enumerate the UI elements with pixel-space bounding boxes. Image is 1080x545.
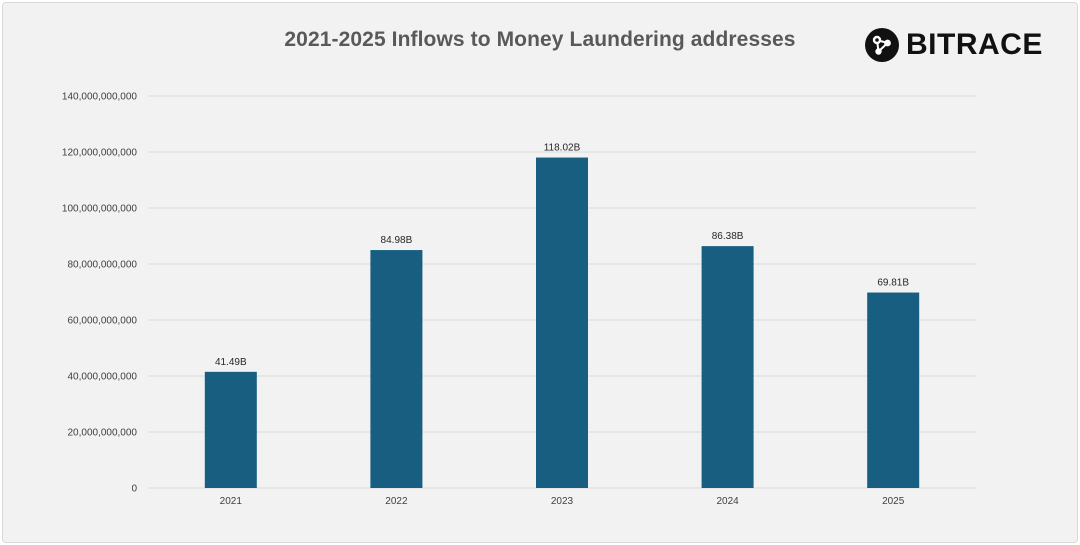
- bar-2025: [867, 292, 920, 488]
- bar-2022: [370, 250, 423, 488]
- y-tick-label: 100,000,000,000: [62, 204, 138, 215]
- bar-2021: [204, 371, 257, 488]
- x-tick-label: 2022: [385, 496, 408, 507]
- y-tick-label: 80,000,000,000: [67, 260, 137, 271]
- bars: [204, 157, 920, 488]
- brand-logo: BITRACE: [864, 26, 1043, 64]
- data-label-2021: 41.49B: [215, 357, 247, 368]
- bitrace-logo-icon: [865, 28, 899, 62]
- chart-title: 2021-2025 Inflows to Money Laundering ad…: [284, 28, 796, 51]
- data-label-2022: 84.98B: [381, 235, 413, 246]
- data-label-2025: 69.81B: [877, 278, 909, 289]
- y-tick-label: 40,000,000,000: [67, 372, 137, 383]
- x-tick-label: 2025: [882, 496, 905, 507]
- x-axis-ticks: 2021 2022 2023 2024 2025: [220, 496, 905, 507]
- x-tick-label: 2023: [551, 496, 574, 507]
- y-tick-label: 60,000,000,000: [67, 316, 137, 327]
- y-tick-label: 20,000,000,000: [67, 428, 137, 439]
- x-tick-label: 2024: [716, 496, 739, 507]
- bar-2024: [701, 246, 754, 488]
- y-tick-label: 120,000,000,000: [62, 148, 138, 159]
- data-labels: 41.49B 84.98B 118.02B 86.38B 69.81B: [215, 143, 909, 368]
- y-tick-label: 0: [131, 484, 137, 495]
- y-axis-ticks: 0 20,000,000,000 40,000,000,000 60,000,000,…: [62, 92, 138, 495]
- y-tick-label: 140,000,000,000: [62, 92, 138, 103]
- data-label-2023: 118.02B: [544, 143, 581, 154]
- x-tick-label: 2021: [220, 496, 243, 507]
- data-label-2024: 86.38B: [712, 231, 744, 242]
- brand-name: BITRACE: [906, 28, 1043, 61]
- bar-2023: [536, 157, 588, 488]
